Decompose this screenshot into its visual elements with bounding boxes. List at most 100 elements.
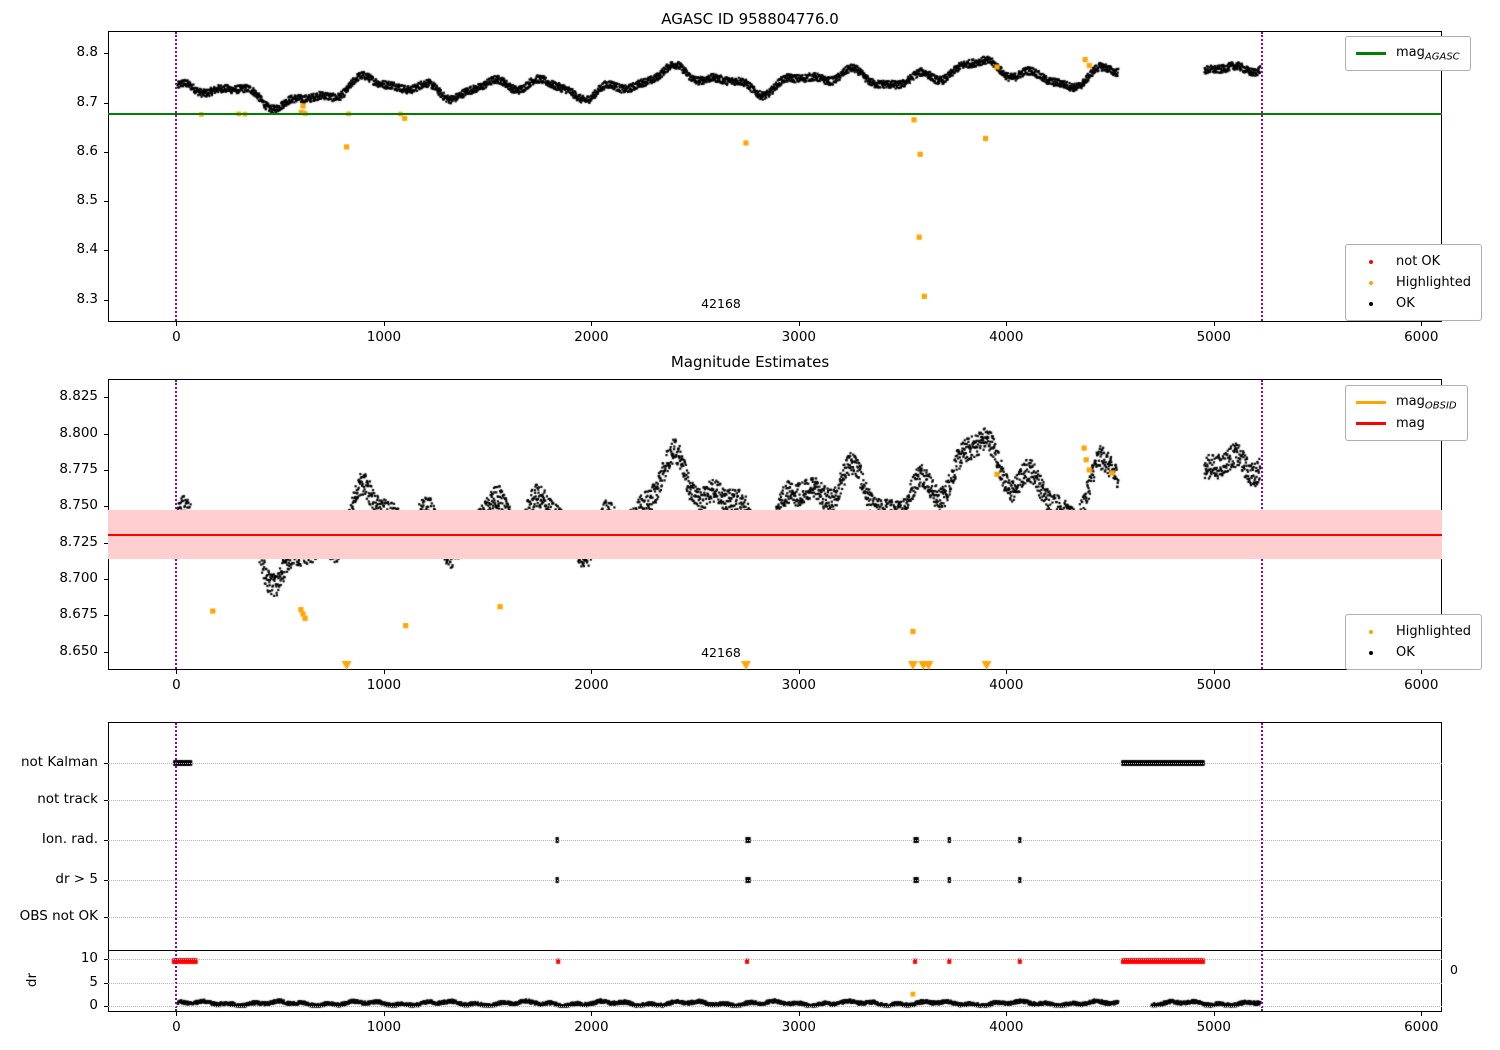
panel3-xtick [1421,1012,1423,1016]
panel2-ytick [104,433,108,435]
panel2-ytick [104,506,108,508]
panel1-yticklabel: 8.6 [76,142,98,159]
dr-gridline [108,1006,1442,1008]
panel2-xtick [798,670,800,674]
panel2-ytick [104,397,108,399]
dr-gridline [108,959,1442,961]
mag-line [108,533,1442,536]
panel2-xtick [383,670,385,674]
panel1-xticklabel: 1000 [366,329,402,345]
panel3-xtick [176,1012,178,1016]
panel1-yticklabel: 8.8 [76,44,98,61]
flag-ytick [104,800,108,801]
flag-ytick [104,880,108,881]
panel3-xtick [798,1012,800,1016]
dr-ytick [104,982,108,984]
panel2-ytick [104,579,108,581]
panel1-ytick [104,102,108,104]
panel2-yticklabel: 8.800 [59,424,98,441]
panel1-xtick [176,322,178,326]
panel3-xticklabel: 0 [172,1019,181,1035]
panel1-xticklabel: 6000 [1404,329,1439,345]
panel2-xticklabel: 0 [172,677,181,693]
dr-yticklabel: 10 [80,950,98,967]
panel2-xtick [591,670,593,674]
panel2-ytick [104,615,108,617]
panel2-yticklabel: 8.775 [59,460,98,477]
panel2-yticklabel: 8.650 [59,642,98,659]
panel1-yticklabel: 8.7 [76,93,98,110]
panel1-xtick [383,322,385,326]
panel2-xtick [1006,670,1008,674]
panel1-ytick [104,151,108,153]
panel3-xtick [1213,1012,1215,1016]
panel1-xtick [1006,322,1008,326]
dr-yticklabel: 0 [89,997,98,1014]
panel1-xticklabel: 3000 [781,329,817,345]
flag-row-label: not Kalman [20,754,98,770]
panel1-yticklabel: 8.4 [76,241,98,258]
dr-gridline [108,982,1442,984]
dr-ytick [104,959,108,961]
panel2-xticklabel: 4000 [989,677,1024,693]
panel2-yticklabel: 8.700 [59,570,98,587]
panel3-vertical-marker [1260,723,1265,1011]
mag-agasc-line [108,112,1442,115]
flag-gridline [108,917,1442,918]
panel1-xtick [798,322,800,326]
panel2-xticklabel: 3000 [781,677,817,693]
panel3-xticklabel: 2000 [574,1019,609,1035]
panel3-xtick [383,1012,385,1016]
flag-gridline [108,840,1442,841]
flag-row-label: Ion. rad. [41,831,98,847]
panel1-vertical-marker [1260,32,1265,321]
flag-row-label: dr > 5 [55,871,98,887]
panel2-ytick [104,469,108,471]
dr-ytick [104,1006,108,1008]
panel1-xticklabel: 4000 [989,329,1024,345]
panel3-edge-label: 0 [1450,962,1458,977]
panel1-ytick [104,299,108,301]
panel2-yticklabel: 8.725 [59,533,98,550]
panel3-xtick [1006,1012,1008,1016]
panel1-vertical-marker [175,32,179,321]
panel1-ytick [104,250,108,252]
panel1-ytick [104,53,108,55]
panel1-xticklabel: 0 [172,329,181,345]
panel1-yticklabel: 8.5 [76,192,98,209]
panel2-yticklabel: 8.675 [59,606,98,623]
panel2-ytick [104,542,108,544]
flag-ytick [104,840,108,841]
panel3-xticklabel: 6000 [1404,1019,1439,1035]
panel3-xtick [591,1012,593,1016]
panel2-xticklabel: 2000 [574,677,609,693]
flag-row-label: not track [37,791,98,807]
panel1-xtick [1213,322,1215,326]
panel3-xticklabel: 5000 [1196,1019,1231,1035]
panel3-xticklabel: 4000 [989,1019,1024,1035]
panel3-xticklabel: 3000 [781,1019,817,1035]
panel1-xtick [1421,322,1423,326]
panel3-xticklabel: 1000 [366,1019,402,1035]
flag-gridline [108,880,1442,881]
flag-ytick [104,917,108,918]
panel2-xtick [176,670,178,674]
flag-gridline [108,763,1442,764]
panel2-ytick [104,651,108,653]
panel1-xticklabel: 2000 [574,329,609,345]
flag-gridline [108,800,1442,801]
flag-row-label: OBS not OK [19,908,98,924]
panel2-yticklabel: 8.750 [59,497,98,514]
panel2-xticklabel: 6000 [1404,677,1439,693]
panel2-xtick [1421,670,1423,674]
panel2-xticklabel: 1000 [366,677,402,693]
panel2-xtick [1213,670,1215,674]
panel1-ytick [104,201,108,203]
panel2-yticklabel: 8.825 [59,388,98,405]
panel1-xticklabel: 5000 [1196,329,1231,345]
panel1-yticklabel: 8.3 [76,290,98,307]
panel2-xticklabel: 5000 [1196,677,1231,693]
flag-ytick [104,763,108,764]
dr-subpanel-top-border [108,950,1442,951]
